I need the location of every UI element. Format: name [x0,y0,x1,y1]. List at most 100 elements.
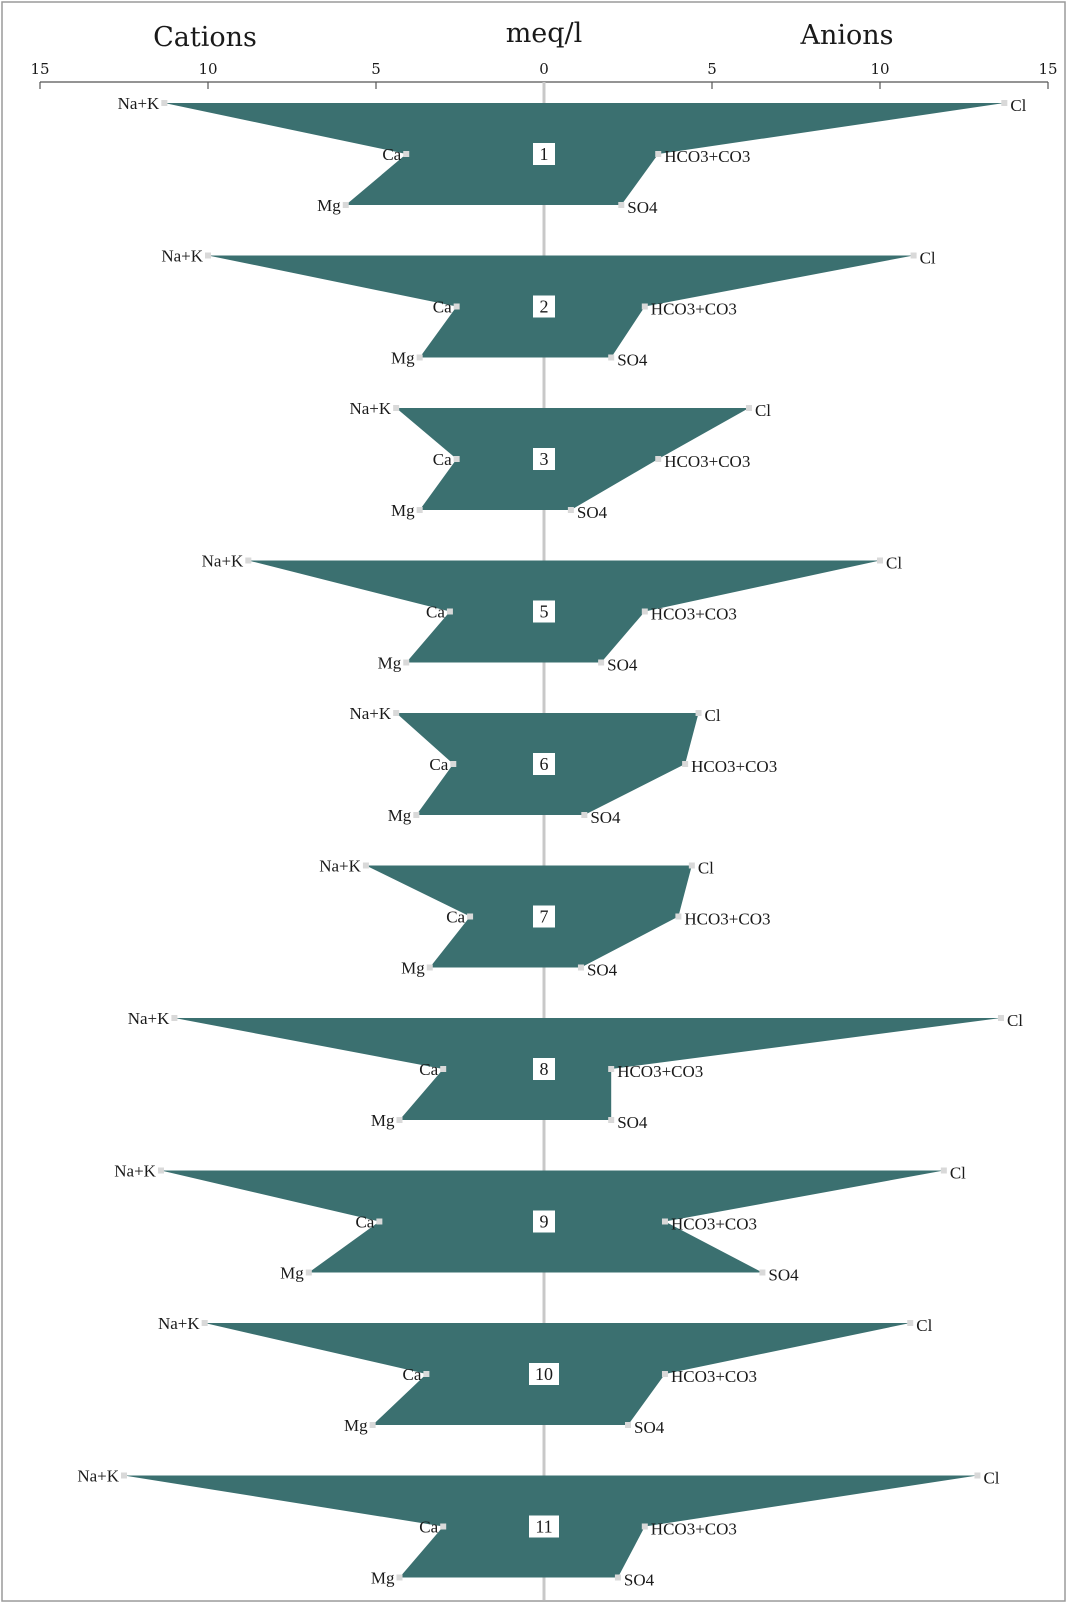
cation-label: Mg [388,806,412,825]
sample-id-label: 10 [535,1364,553,1384]
cation-point [450,761,457,767]
cation-label: Mg [344,1416,368,1435]
x-tick-label: 5 [707,60,717,78]
anion-point [997,1015,1004,1021]
anion-point [641,1523,648,1530]
anion-label: HCO3+CO3 [651,605,737,624]
stiff-polygon [365,865,692,968]
sample-id-label: 1 [540,144,549,164]
cation-label: Ca [429,755,448,774]
anion-label: HCO3+CO3 [671,1215,757,1234]
anion-label: HCO3+CO3 [617,1062,703,1081]
cation-point [393,405,400,411]
anion-label: HCO3+CO3 [684,910,770,929]
anion-point [974,1472,981,1479]
cation-point [161,100,168,106]
sample-id-box [533,295,555,318]
anion-point [661,1218,668,1225]
anion-point [655,456,662,462]
anion-label: SO4 [577,503,608,522]
cation-point [453,303,460,310]
anion-label: HCO3+CO3 [664,147,750,166]
cation-point [440,1523,447,1530]
anion-label: SO4 [617,1113,648,1132]
cation-label: Ca [419,1060,438,1079]
cation-label: Mg [391,501,415,520]
stiff-polygon [208,255,914,358]
cation-point [245,557,252,564]
sample-id-box [533,905,555,928]
sample-id-box [529,1363,559,1385]
cation-point [393,710,400,716]
sample-10: Na+K Ca Mg Cl HCO3+CO3 SO4 10 [158,1314,933,1437]
anion-label: SO4 [607,656,638,675]
stiff-polygon [248,560,880,663]
cation-point [376,1218,383,1225]
samples: Na+K Ca Mg Cl HCO3+CO3 SO4 1 Na+K Ca Mg Cl HCO3+CO3… [77,94,1026,1590]
sample-8: Na+K Ca Mg Cl HCO3+CO3 SO4 8 [128,1009,1024,1132]
anion-point [907,1320,914,1326]
anion-label: HCO3+CO3 [651,1520,737,1539]
anions-header: Anions [799,20,893,51]
sample-6: Na+K Ca Mg Cl HCO3+CO3 SO4 6 [349,704,777,827]
anion-point [608,1117,615,1123]
anion-label: Cl [755,401,771,420]
cation-point [362,862,369,869]
anion-point [655,151,662,157]
anion-point [695,710,702,716]
cation-label: Mg [401,959,425,978]
unit-header: meq/l [506,18,583,49]
sample-id-label: 6 [540,754,549,774]
anion-label: SO4 [587,961,618,980]
anion-point [1001,100,1008,106]
anion-point [940,1167,947,1174]
anion-label: Cl [916,1316,932,1335]
cation-label: Mg [371,1111,395,1130]
x-tick-label: 15 [1038,60,1057,78]
cation-label: Mg [317,196,341,215]
cation-point [369,1422,376,1428]
cations-header: Cations [153,22,257,53]
anion-point [641,303,648,310]
anion-point [625,1422,631,1428]
anion-label: HCO3+CO3 [691,757,777,776]
anion-point [745,405,752,411]
cation-label: Na+K [202,552,244,571]
sample-5: Na+K Ca Mg Cl HCO3+CO3 SO4 5 [202,552,903,675]
anion-point [581,812,588,818]
cation-label: Na+K [128,1009,170,1028]
cation-label: Na+K [158,1314,200,1333]
anion-point [608,354,615,361]
anion-label: Cl [705,706,721,725]
cation-point [416,354,423,361]
stiff-polygon [396,408,749,510]
anion-point [567,507,574,513]
anion-label: Cl [1010,96,1026,115]
sample-id-label: 11 [535,1517,552,1537]
x-tick-label: 10 [198,60,217,78]
x-tick-label: 15 [30,60,49,78]
anion-point [577,964,584,971]
cation-point [396,1117,403,1123]
anion-label: HCO3+CO3 [671,1367,757,1386]
cation-point [121,1472,127,1479]
anion-point [688,862,695,869]
anion-label: Cl [983,1469,999,1488]
cation-label: Mg [371,1569,395,1588]
sample-3: Na+K Ca Mg Cl HCO3+CO3 SO4 3 [349,399,771,522]
cation-label: Na+K [349,399,391,418]
cation-point [416,507,423,513]
anion-label: SO4 [624,1571,655,1590]
cation-point [201,1320,208,1326]
cation-label: Mg [378,654,402,673]
x-tick-label: 0 [539,60,549,78]
anion-label: SO4 [768,1266,799,1285]
cation-point [205,252,211,259]
sample-id-box [529,1515,559,1538]
cation-label: Ca [446,908,465,927]
cation-label: Ca [403,1365,422,1384]
cation-point [342,202,349,208]
sample-9: Na+K Ca Mg Cl HCO3+CO3 SO4 9 [114,1162,966,1285]
